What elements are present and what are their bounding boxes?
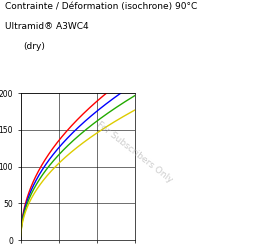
Text: Ultramid® A3WC4: Ultramid® A3WC4 [5, 22, 89, 31]
Text: For Subscribers Only: For Subscribers Only [95, 120, 174, 184]
Text: Contrainte / Déformation (isochrone) 90°C: Contrainte / Déformation (isochrone) 90°… [5, 2, 197, 12]
Text: (dry): (dry) [23, 42, 45, 51]
